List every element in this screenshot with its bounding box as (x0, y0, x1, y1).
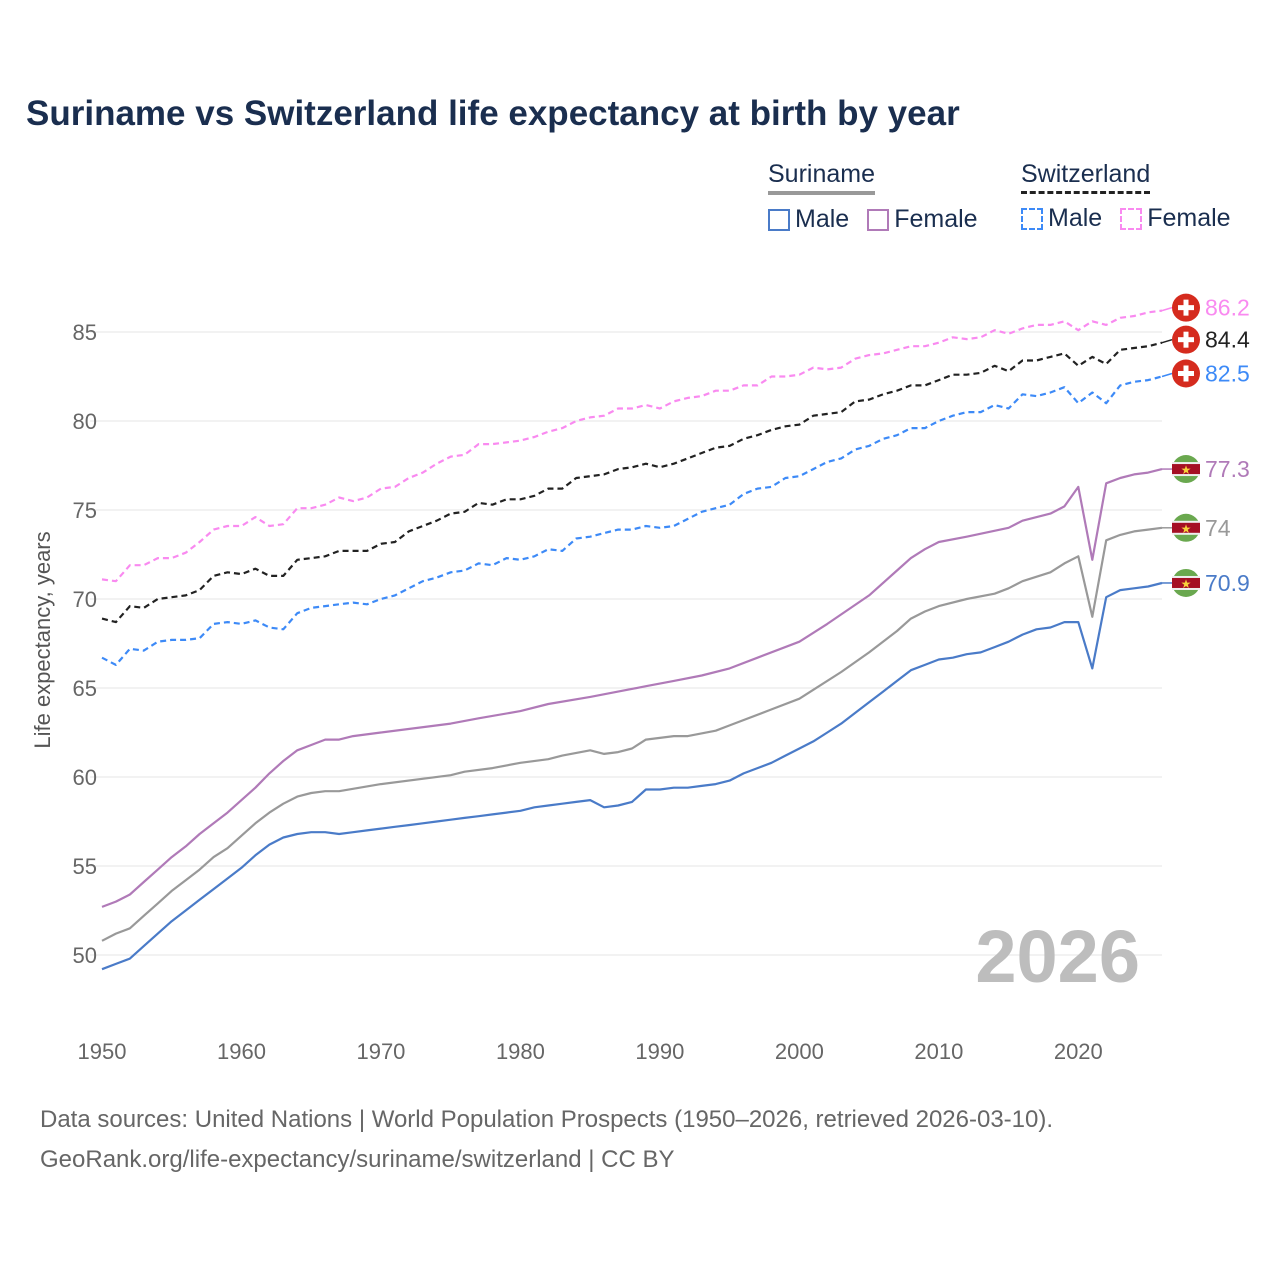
y-tick-label: 65 (73, 676, 97, 701)
y-tick-label: 85 (73, 320, 97, 345)
flag-star: ★ (1181, 522, 1192, 536)
legend-item-suriname-male: Male (768, 205, 849, 234)
legend-swatch-suriname-female (867, 208, 890, 231)
series-line-suriname-female (101, 468, 1163, 908)
end-value-label: 82.5 (1205, 361, 1250, 387)
x-tick-label: 1990 (635, 1039, 684, 1064)
flag-stripe (1172, 464, 1200, 475)
end-value-label: 77.3 (1205, 456, 1250, 482)
x-tick-label: 1980 (496, 1039, 545, 1064)
legend-group-suriname: Suriname Male Female (768, 160, 978, 234)
x-tick-label: 1970 (356, 1039, 405, 1064)
legend-heading-suriname: Suriname (768, 160, 875, 195)
x-tick-label: 1950 (78, 1039, 127, 1064)
y-tick-label: 60 (73, 765, 97, 790)
flag-star: ★ (1181, 463, 1192, 477)
legend-item-switzerland-female: Female (1120, 204, 1231, 233)
legend-label: Male (1048, 204, 1103, 232)
footer-link[interactable]: GeoRank.org/life-expectancy/suriname/swi… (40, 1146, 675, 1173)
legend-swatch-switzerland-male (1021, 207, 1043, 230)
x-tick-label: 2000 (775, 1039, 824, 1064)
y-axis-label: Life expectancy, years (30, 531, 55, 748)
legend-label: Female (894, 205, 978, 233)
legend-label: Male (795, 205, 850, 233)
label-connector (1161, 338, 1173, 344)
flag-star: ★ (1181, 577, 1192, 591)
y-tick-label: 70 (73, 587, 97, 612)
flag-cross (1178, 305, 1194, 311)
series-line-suriname (101, 526, 1163, 942)
series-line-suriname-male (101, 581, 1163, 971)
legend-swatch-suriname-male (768, 208, 790, 231)
series-line-switzerland (101, 341, 1163, 624)
flag-cross (1178, 371, 1194, 376)
end-value-label: 74 (1205, 515, 1231, 541)
label-connector (1161, 372, 1173, 378)
legend-heading-switzerland: Switzerland (1021, 160, 1151, 194)
legend-item-switzerland-male: Male (1021, 204, 1102, 233)
legend-label: Female (1147, 204, 1231, 232)
flag-cross (1178, 337, 1194, 343)
chart-title: Suriname vs Switzerland life expectancy … (26, 94, 960, 133)
footer-sources: Data sources: United Nations | World Pop… (40, 1106, 1054, 1133)
label-connector (1161, 306, 1173, 312)
legend-group-switzerland: Switzerland Male Female (1021, 160, 1231, 233)
end-value-label: 84.4 (1205, 327, 1250, 353)
y-tick-label: 50 (73, 943, 97, 968)
series-line-switzerland-female (101, 309, 1163, 583)
x-tick-label: 2020 (1054, 1039, 1103, 1064)
year-watermark: 2026 (975, 915, 1140, 998)
flag-stripe (1172, 577, 1200, 588)
legend-item-suriname-female: Female (867, 205, 978, 234)
flag-stripe (1172, 522, 1200, 533)
y-tick-label: 75 (73, 498, 97, 523)
end-value-label: 70.9 (1205, 570, 1250, 596)
end-value-label: 86.2 (1205, 295, 1250, 321)
y-tick-label: 55 (73, 854, 97, 879)
legend-swatch-switzerland-female (1120, 207, 1143, 230)
y-tick-label: 80 (73, 409, 97, 434)
x-tick-label: 2010 (914, 1039, 963, 1064)
x-tick-label: 1960 (217, 1039, 266, 1064)
